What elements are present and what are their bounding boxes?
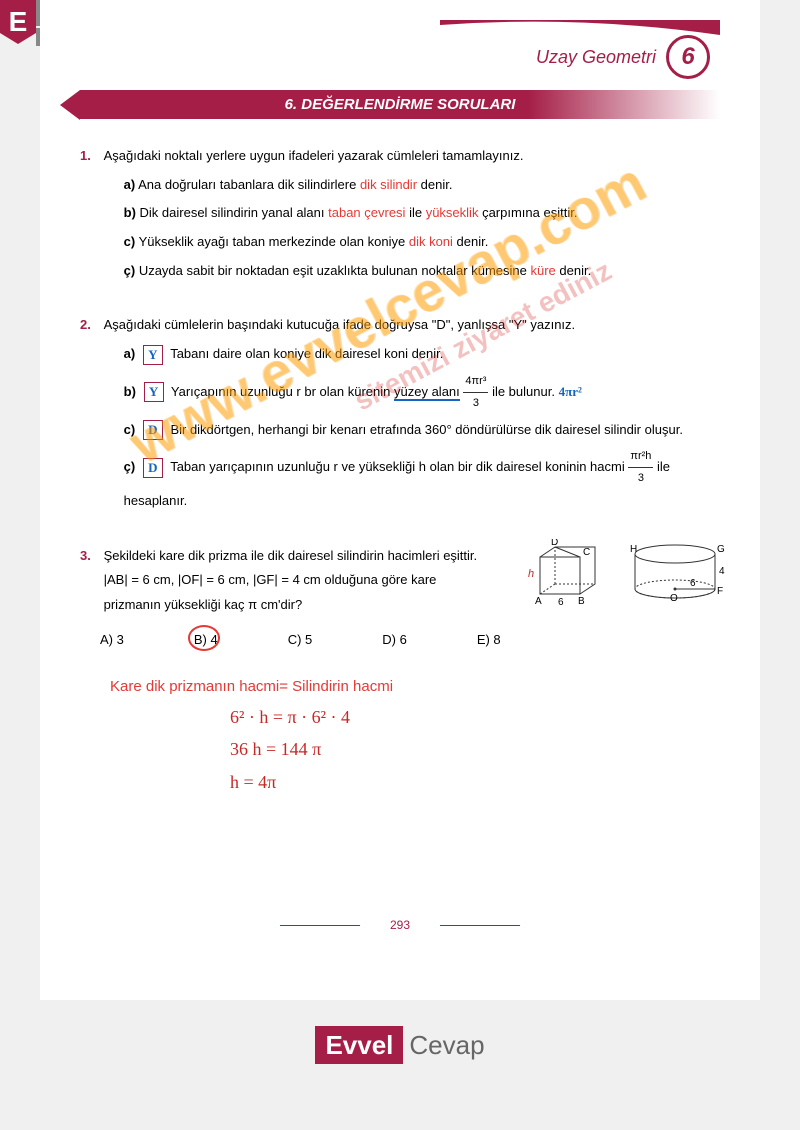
footer-evvel: Evvel [315,1026,403,1064]
q2d-box: D [143,458,163,478]
q1b-ans1: taban çevresi [328,205,405,220]
svg-text:6: 6 [558,597,564,608]
q1a-ans: dik silindir [360,177,417,192]
opt-a: A) 3 [100,628,124,653]
site-badge: E [0,0,36,44]
q2b-box: Y [144,382,164,402]
q2d-label: ç) [124,459,136,474]
q1b-t3: çarpımına eşittir. [482,205,577,220]
q3-solution: Kare dik prizmanın hacmi= Silindirin hac… [110,673,720,799]
svg-text:D: D [551,539,558,548]
q1-b: b) Dik dairesel silindirin yanal alanı t… [124,201,704,226]
q1-d: ç) Uzayda sabit bir noktadan eşit uzaklı… [124,259,704,284]
q2d-num: πr²h [628,446,653,468]
q3-options: A) 3 B) 4 C) 5 D) 6 E) 8 [100,628,720,653]
q1-c: c) Yükseklik ayağı taban merkezinde olan… [124,230,704,255]
opt-b: B) 4 [194,628,218,653]
svg-text:H: H [630,544,637,555]
q1-a: a) Ana doğruları tabanlara dik silindirl… [124,173,704,198]
header-right: Uzay Geometri 6 [536,35,710,79]
q2d-frac: πr²h3 [628,446,653,489]
q2b-frac: 4πr³3 [463,371,488,414]
q1b-t2: ile [409,205,426,220]
cylinder-diagram: H G F O 6 4 [630,539,730,614]
sol-line1: 6² · h = π · 6² · 4 [230,701,720,733]
q1c-t2: denir. [457,234,489,249]
sol-title: Kare dik prizmanın hacmi= Silindirin hac… [110,673,720,702]
q1a-t2: denir. [421,177,453,192]
q2-text: Aşağıdaki cümlelerin başındaki kutucuğa … [104,317,576,332]
q2b-den: 3 [463,393,488,414]
q1d-label: ç) [124,263,136,278]
q3-t2: |AB| = 6 cm, |OF| = 6 cm, |GF| = 4 cm ol… [104,572,437,612]
q1b-label: b) [124,205,136,220]
q2a-box: Y [143,345,163,365]
q1b-ans2: yükseklik [426,205,479,220]
sol-line2: 36 h = 144 π [230,733,720,765]
svg-text:F: F [717,586,723,597]
page-number: 293 [80,918,720,932]
opt-c: C) 5 [288,628,313,653]
question-1: 1. Aşağıdaki noktalı yerlere uygun ifade… [80,144,720,283]
q2b-label: b) [124,384,136,399]
sol-line3: h = 4π [230,766,720,798]
chapter-title: Uzay Geometri [536,47,656,68]
question-2: 2. Aşağıdaki cümlelerin başındaki kutucu… [80,313,720,513]
svg-text:B: B [578,596,585,607]
q2-body: Aşağıdaki cümlelerin başındaki kutucuğa … [104,313,704,513]
opt-d: D) 6 [382,628,407,653]
svg-text:O: O [670,593,678,604]
q1-num: 1. [80,144,100,169]
q2-num: 2. [80,313,100,338]
q1d-t2: denir. [559,263,591,278]
q2b-t2: ile bulunur. [492,384,555,399]
q2c-box: D [143,420,163,440]
q2a-label: a) [124,346,136,361]
q1c-label: c) [124,234,136,249]
svg-text:6: 6 [690,578,696,589]
q2-a: a) Y Tabanı daire olan koniye dik daires… [124,342,704,367]
footer-cevap: Cevap [409,1030,484,1060]
q1b-t1: Dik dairesel silindirin yanal alanı [140,205,329,220]
q1c-t1: Yükseklik ayağı taban merkezinde olan ko… [139,234,409,249]
chapter-number: 6 [666,35,710,79]
q1d-t1: Uzayda sabit bir noktadan eşit uzaklıkta… [139,263,531,278]
svg-text:A: A [535,596,542,607]
footer-logo: EvvelCevap [0,1030,800,1061]
q2c-label: c) [124,422,136,437]
q3-num: 3. [80,544,100,569]
q1d-ans: küre [530,263,555,278]
opt-e: E) 8 [477,628,501,653]
svg-text:4: 4 [719,566,725,577]
q1a-label: a) [124,177,136,192]
q3-body: Şekildeki kare dik prizma ile dik daires… [104,544,484,618]
svg-text:C: C [583,547,590,558]
q2b-t1: Yarıçapının uzunluğu r br olan kürenin [171,384,394,399]
section-banner: 6. DEĞERLENDİRME SORULARI [80,90,720,119]
q2b-num: 4πr³ [463,371,488,393]
q2b-corr: 4πr² [559,384,582,399]
q3-t1: Şekildeki kare dik prizma ile dik daires… [104,548,478,563]
q1-body: Aşağıdaki noktalı yerlere uygun ifadeler… [104,144,704,283]
q3-diagrams: A B C D 6 h H G F O 6 4 [525,539,730,614]
q2-c: c) D Bir dikdörtgen, herhangi bir kenarı… [124,418,704,443]
prism-diagram: A B C D 6 h [525,539,615,614]
q1-text: Aşağıdaki noktalı yerlere uygun ifadeler… [104,148,524,163]
q1a-t1: Ana doğruları tabanlara dik silindirlere [138,177,360,192]
q2b-ul: yüzey alanı [394,384,460,401]
q1c-ans: dik koni [409,234,453,249]
q2a-text: Tabanı daire olan koniye dik dairesel ko… [170,346,443,361]
q2c-text: Bir dikdörtgen, herhangi bir kenarı etra… [170,422,683,437]
q2-b: b) Y Yarıçapının uzunluğu r br olan küre… [124,371,704,414]
q2d-t1: Taban yarıçapının uzunluğu r ve yüksekli… [170,459,628,474]
q2d-den: 3 [628,468,653,489]
q2-d: ç) D Taban yarıçapının uzunluğu r ve yük… [124,446,704,513]
svg-text:G: G [717,544,725,555]
question-3: 3. Şekildeki kare dik prizma ile dik dai… [80,544,720,798]
svg-text:h: h [528,568,534,580]
page-container: Uzay Geometri 6 6. DEĞERLENDİRME SORULAR… [40,0,760,1000]
